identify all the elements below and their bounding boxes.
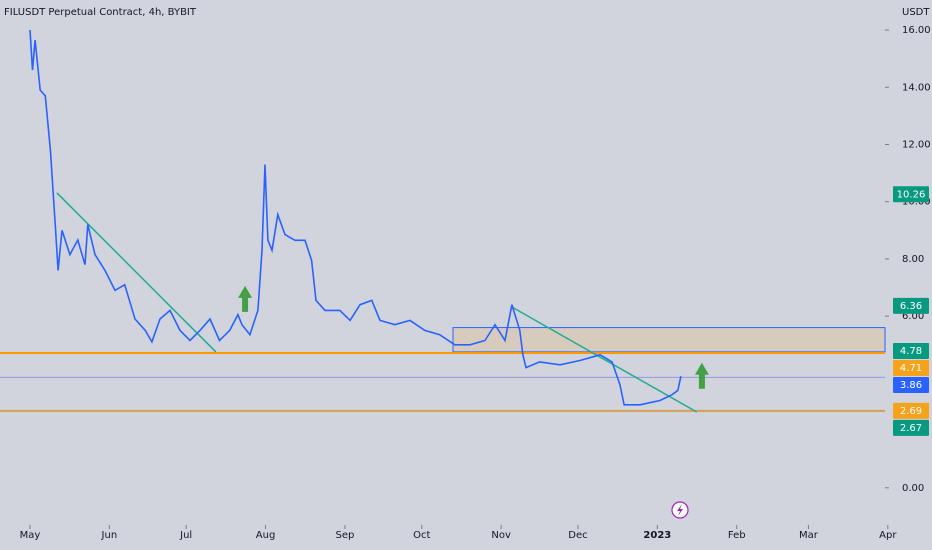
trendline [56,192,217,353]
y-tick-label: 6.00 [902,311,924,322]
y-tick-label: 0.00 [902,483,924,494]
price-badge-label: 2.69 [900,406,922,417]
price-badge [893,343,929,360]
y-tick-label: 8.00 [902,254,924,265]
price-badge [893,402,929,419]
y-tick-label: 12.00 [902,139,931,150]
chart-title: FILUSDT Perpetual Contract, 4h, BYBIT [4,7,197,18]
price-badge [893,419,929,436]
price-badge [893,186,929,203]
x-tick-label: Jul [179,530,192,541]
x-tick-label: Feb [728,530,746,541]
x-tick-label: Dec [568,530,587,541]
lightning-icon [671,501,689,519]
x-tick-label: Aug [256,530,276,541]
price-badge-label: 6.36 [900,301,922,312]
price-badge [893,297,929,314]
price-badge [893,377,929,394]
price-badge-label: 4.78 [900,346,922,357]
up-arrow [694,362,709,389]
price-badge-label: 10.26 [897,189,926,200]
price-badge-label: 2.67 [900,423,922,434]
x-tick-label: Apr [879,530,897,541]
trendline [511,306,698,413]
zone-box [452,327,886,353]
price-line [29,29,682,406]
price-badge-label: 4.71 [900,363,922,374]
x-tick-label: Sep [336,530,355,541]
x-tick-label: Nov [491,530,511,541]
up-arrow [238,285,253,312]
x-tick-label: May [20,530,41,541]
x-tick-label: 2023 [643,530,671,541]
y-tick-label: 14.00 [902,82,931,93]
price-badge [893,360,929,377]
x-tick-label: Jun [101,530,118,541]
x-tick-label: Oct [413,530,430,541]
x-tick-label: Mar [799,530,819,541]
price-badge-label: 3.86 [900,380,922,391]
y-tick-label: 16.00 [902,25,931,36]
unit-label: USDT [902,7,930,18]
